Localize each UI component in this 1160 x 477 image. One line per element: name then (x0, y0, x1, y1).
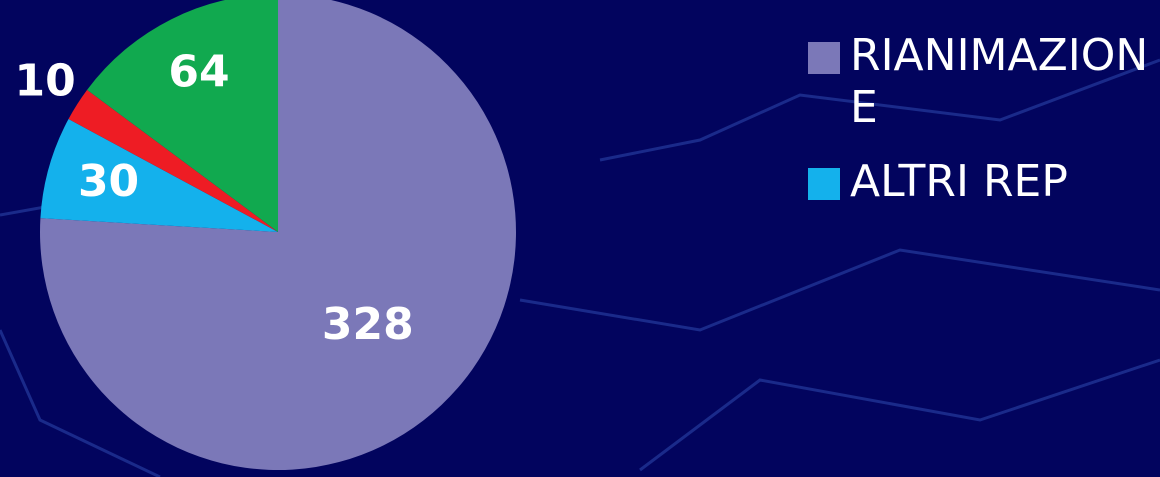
legend-label: RIANIMAZIONE (850, 30, 1149, 133)
legend-item: RIANIMAZIONE (808, 30, 1160, 134)
legend-label: ALTRI REP (850, 156, 1068, 207)
legend-item: ALTRI REP (808, 156, 1160, 208)
data-label: 30 (78, 156, 139, 207)
pie-slice (68, 89, 278, 233)
legend: RIANIMAZIONE ALTRI REP (808, 30, 1160, 230)
data-label: 10 (15, 56, 76, 107)
data-label: 64 (168, 47, 229, 98)
data-label: 328 (322, 299, 414, 350)
legend-swatch (808, 42, 840, 74)
legend-swatch (808, 168, 840, 200)
pie-slice (40, 119, 279, 232)
pie-slice (87, 0, 278, 232)
pie-slice (40, 0, 516, 470)
